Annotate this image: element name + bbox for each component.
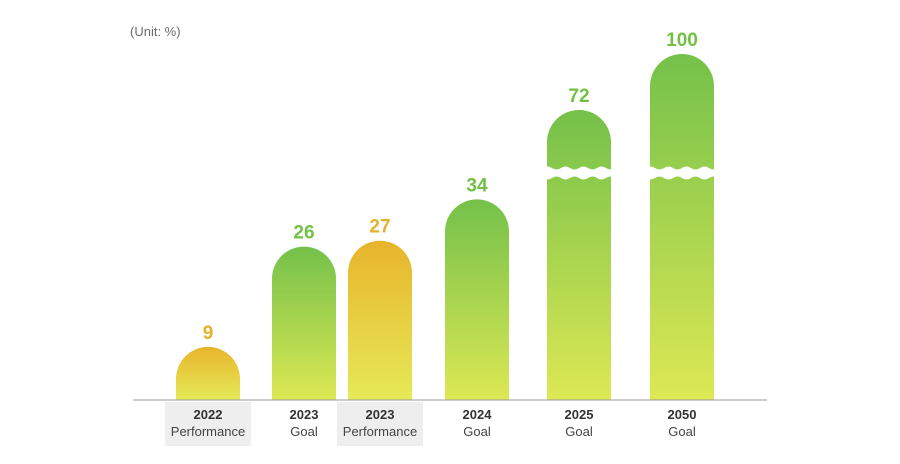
- bar-2025-goal: [547, 110, 611, 400]
- tick-label-year: 2024: [463, 407, 493, 422]
- axis-break-gap: [543, 166, 615, 180]
- unit-label: (Unit: %): [130, 24, 181, 39]
- data-label-2022-performance: 9: [203, 323, 214, 344]
- tick-label-year: 2050: [668, 407, 697, 422]
- tick-label-kind: Performance: [343, 424, 417, 439]
- tick-label-kind: Goal: [668, 424, 696, 439]
- bar-2023-performance: [348, 240, 412, 400]
- data-label-2025-goal: 72: [568, 86, 589, 107]
- tick-label-year: 2025: [565, 407, 594, 422]
- tick-label-year: 2023: [290, 407, 319, 422]
- data-label-2024-goal: 34: [466, 175, 488, 196]
- bar-2023-goal: [272, 246, 336, 400]
- tick-label-kind: Goal: [565, 424, 593, 439]
- axis-break-gap: [646, 166, 718, 180]
- bar-2022-performance: [176, 346, 240, 400]
- performance-label-background: [165, 402, 251, 446]
- bar-2050-goal: [650, 54, 714, 400]
- bar-2024-goal: [445, 199, 509, 400]
- tick-label-year: 2022: [194, 407, 223, 422]
- tick-label-kind: Goal: [463, 424, 491, 439]
- tick-label-kind: Goal: [290, 424, 318, 439]
- tick-label-year: 2023: [366, 407, 395, 422]
- performance-label-background: [337, 402, 423, 446]
- tick-label-kind: Performance: [171, 424, 245, 439]
- data-label-2023-goal: 26: [293, 223, 314, 244]
- data-label-2023-performance: 27: [369, 217, 390, 238]
- data-label-2050-goal: 100: [666, 30, 698, 51]
